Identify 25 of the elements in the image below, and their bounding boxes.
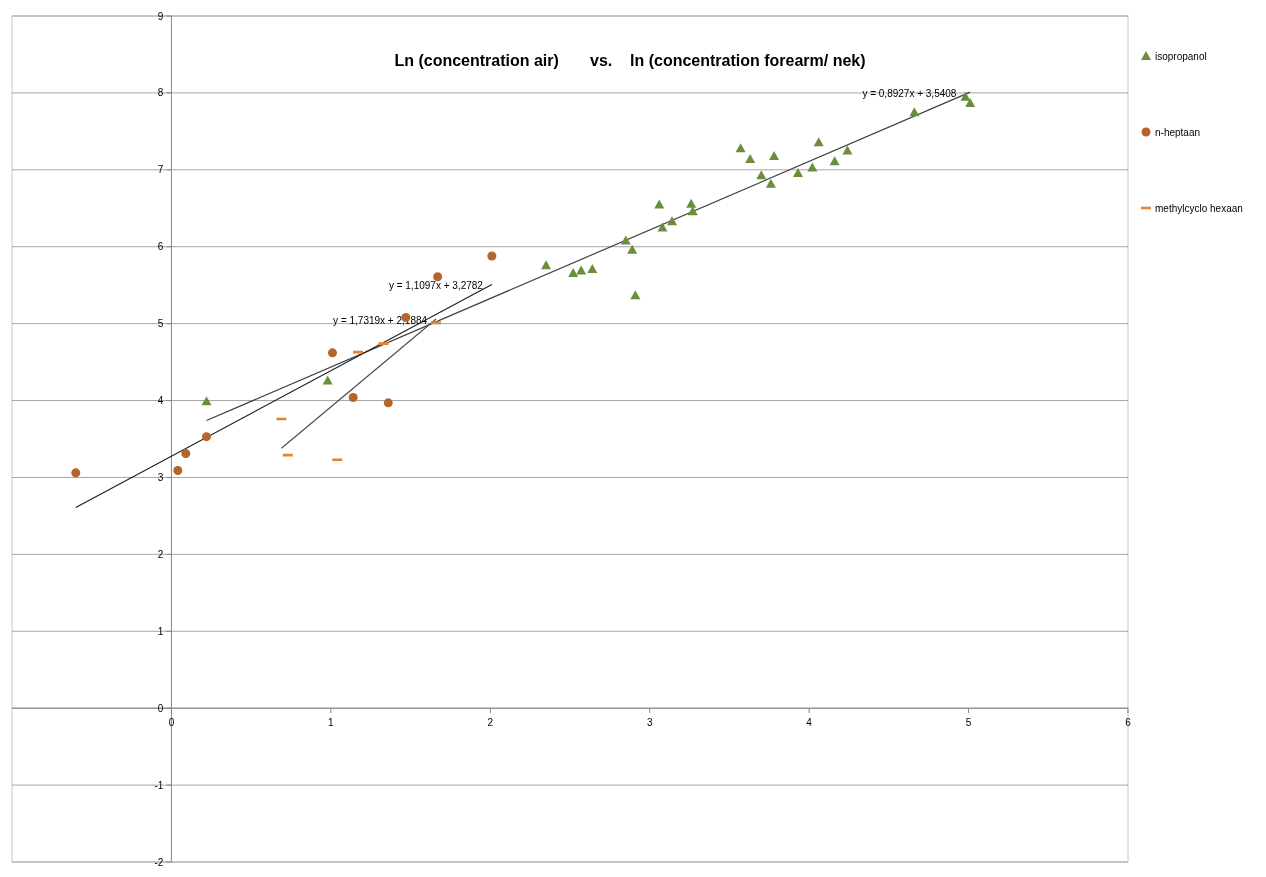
y-tick-label: 9 [157,10,164,22]
x-tick-label: 3 [646,717,653,729]
y-tick-label: 7 [157,164,164,176]
y-tick-label: 8 [157,87,164,99]
text: Ln (concentration air) vs. ln (concentration forearm/ nek) [394,52,866,69]
x-tick-label: 5 [965,717,972,729]
y-tick-label: 4 [157,395,164,407]
x-tick-label: 1 [328,717,335,729]
y-tick-label: 5 [157,318,164,330]
x-tick-label: 0 [168,717,175,729]
y-tick-label: 1 [157,625,164,637]
y-tick-label: -2 [154,856,164,868]
legend-label: n-heptaan [1155,127,1201,138]
y-tick-label: 6 [157,241,164,253]
y-tick-label: 2 [157,548,164,560]
annotation: y = 1,1097x + 3,2782 [388,280,484,292]
y-tick-label: 3 [157,471,164,483]
legend-label: isopropanol [1155,51,1207,62]
legend-label: methylcyclo hexaan [1155,203,1243,214]
x-tick-label: 6 [1125,717,1132,729]
x-tick-label: 2 [487,717,494,729]
y-tick-label: -1 [154,779,164,791]
y-tick-label: 0 [157,702,164,714]
x-tick-label: 4 [806,717,813,729]
annotation: y = 0,8927x + 3,5408 [862,88,957,100]
